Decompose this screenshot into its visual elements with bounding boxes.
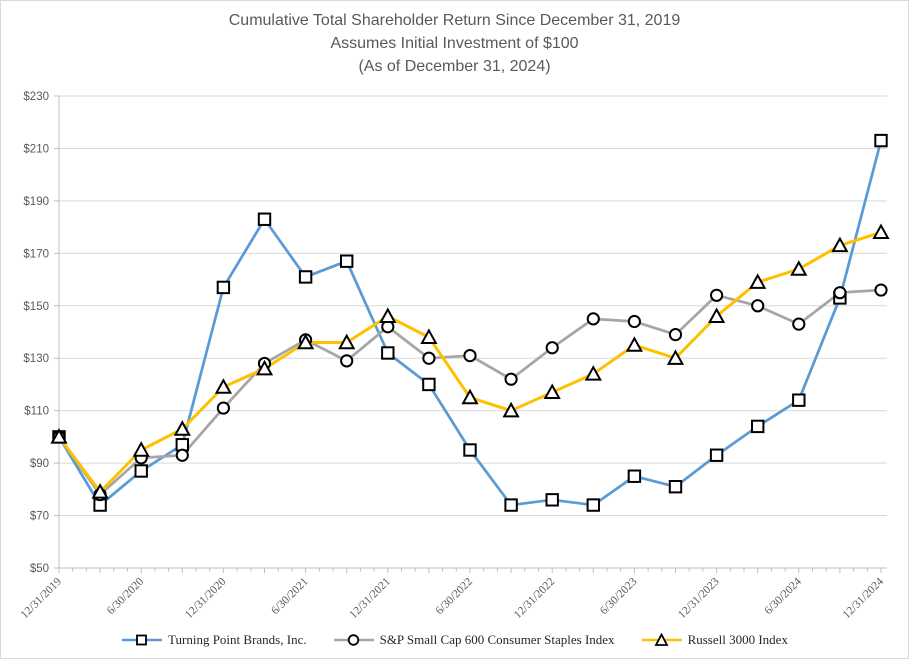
marker-circle <box>751 299 765 313</box>
y-axis-label: $50 <box>30 563 49 575</box>
marker-square <box>381 346 395 360</box>
x-axis-label: 6/30/2022 <box>434 575 476 617</box>
marker-square <box>709 448 724 462</box>
marker-circle <box>874 283 888 297</box>
marker-circle <box>504 372 518 386</box>
marker-triangle <box>297 333 315 350</box>
y-axis-label: $150 <box>23 301 49 313</box>
x-axis-label: 6/30/2023 <box>598 575 640 617</box>
legend-item-sp600-consumer-staples: S&P Small Cap 600 Consumer Staples Index <box>333 632 615 648</box>
x-axis-label: 12/31/2019 <box>19 575 65 621</box>
marker-circle <box>545 341 559 355</box>
marker-square <box>422 377 436 392</box>
y-axis-label: $190 <box>23 196 49 208</box>
marker-triangle <box>461 388 479 405</box>
marker-triangle <box>708 307 726 323</box>
marker-triangle <box>543 383 561 400</box>
y-axis-label: $170 <box>23 248 49 260</box>
marker-triangle <box>214 378 232 394</box>
marker-circle <box>668 328 683 342</box>
legend-item-russell-3000: Russell 3000 Index <box>641 632 788 648</box>
marker-square <box>668 480 683 494</box>
marker-square <box>216 280 231 295</box>
marker-circle <box>710 288 724 302</box>
marker-triangle <box>790 260 808 276</box>
y-axis-label: $130 <box>23 353 49 365</box>
y-axis-label: $210 <box>23 143 49 155</box>
chart-legend: Turning Point Brands, Inc. S&P Small Cap… <box>1 632 908 648</box>
x-axis-label: 12/31/2021 <box>347 575 393 621</box>
legend-label-russell-3000: Russell 3000 Index <box>687 632 788 647</box>
marker-square <box>463 443 477 457</box>
marker-triangle <box>50 428 68 444</box>
marker-square <box>545 493 559 507</box>
marker-triangle <box>666 349 685 365</box>
marker-circle <box>340 354 354 368</box>
marker-square <box>627 469 642 483</box>
marker-triangle <box>584 365 602 381</box>
y-axis-label: $230 <box>23 91 49 103</box>
y-axis-label: $110 <box>24 406 49 418</box>
marker-triangle <box>132 441 150 457</box>
chart-title: Cumulative Total Shareholder Return Sinc… <box>1 9 908 78</box>
marker-circle <box>216 401 230 415</box>
x-axis-label: 6/30/2024 <box>762 575 804 617</box>
marker-square <box>134 464 148 478</box>
marker-triangle <box>173 420 191 436</box>
marker-circle <box>175 448 189 462</box>
legend-swatch-triangle-icon <box>641 633 682 646</box>
x-axis-label: 12/31/2023 <box>676 575 722 621</box>
marker-circle <box>422 351 436 365</box>
marker-square <box>298 270 313 284</box>
y-axis-label: $90 <box>30 458 49 470</box>
x-axis-label: 6/30/2021 <box>269 575 311 617</box>
marker-square <box>874 133 888 148</box>
marker-square <box>504 498 518 512</box>
legend-swatch-square-icon <box>122 634 163 646</box>
chart-title-line-1: Cumulative Total Shareholder Return Sinc… <box>228 12 681 29</box>
marker-square <box>340 254 354 268</box>
marker-triangle <box>91 483 109 499</box>
marker-square <box>751 419 765 434</box>
marker-square <box>586 498 600 512</box>
marker-triangle <box>831 236 849 253</box>
marker-circle <box>833 286 847 300</box>
chart-title-line-3: (As of December 31, 2024) <box>358 58 551 75</box>
legend-label-turning-point-brands: Turning Point Brands, Inc. <box>168 632 307 647</box>
x-axis-label: 12/31/2020 <box>183 575 229 621</box>
y-axis-label: $70 <box>30 511 49 523</box>
marker-circle <box>627 314 642 329</box>
x-axis-label: 12/31/2022 <box>512 575 558 621</box>
marker-square <box>257 212 272 226</box>
marker-circle <box>586 312 600 326</box>
marker-triangle <box>749 273 767 289</box>
marker-triangle <box>420 328 438 344</box>
marker-circle <box>792 317 806 331</box>
marker-triangle <box>255 359 274 376</box>
x-axis-label: 6/30/2020 <box>105 575 147 617</box>
marker-square <box>792 393 806 407</box>
legend-item-turning-point-brands: Turning Point Brands, Inc. <box>121 632 307 648</box>
marker-triangle <box>872 223 890 240</box>
marker-circle <box>463 349 477 363</box>
chart-title-line-2: Assumes Initial Investment of $100 <box>330 35 579 52</box>
marker-triangle <box>338 333 356 350</box>
legend-label-sp600-consumer-staples: S&P Small Cap 600 Consumer Staples Index <box>379 632 615 647</box>
marker-triangle <box>625 336 643 352</box>
x-axis-label: 12/31/2024 <box>841 575 887 621</box>
marker-triangle <box>379 307 397 323</box>
marker-triangle <box>502 401 520 418</box>
legend-swatch-circle-icon <box>333 634 374 646</box>
